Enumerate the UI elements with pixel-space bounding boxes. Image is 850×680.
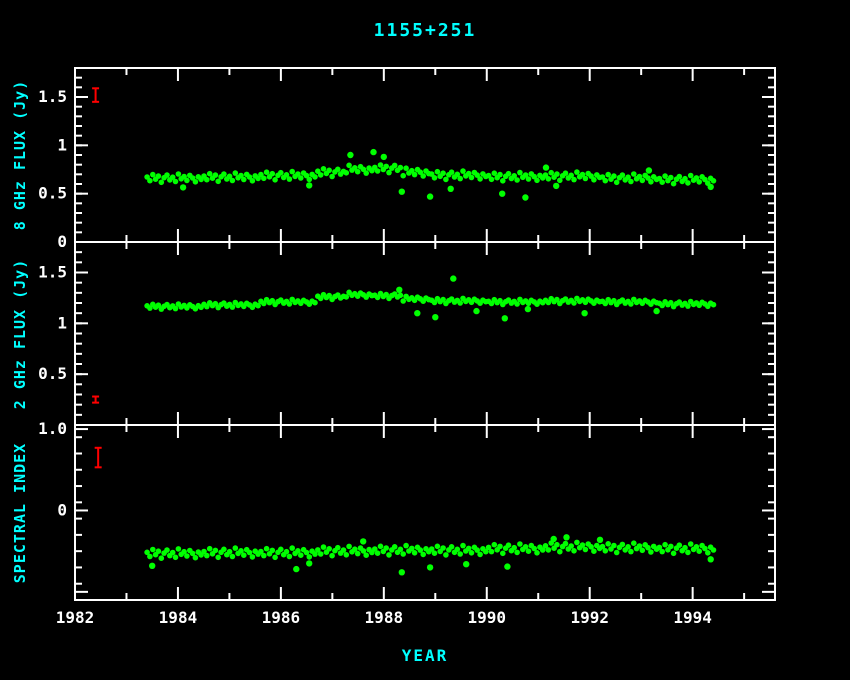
svg-text:0.5: 0.5 bbox=[38, 184, 67, 203]
light-curve-figure: 1155+251 8 GHz FLUX (Jy) 2 GHz FLUX (Jy)… bbox=[0, 0, 850, 680]
panel-2-points bbox=[144, 534, 716, 575]
svg-text:1.0: 1.0 bbox=[38, 419, 67, 438]
panel-0-error-bar bbox=[92, 88, 99, 102]
svg-text:1.5: 1.5 bbox=[38, 87, 67, 106]
svg-text:0: 0 bbox=[57, 500, 67, 519]
svg-text:1.5: 1.5 bbox=[38, 263, 67, 282]
svg-text:0: 0 bbox=[57, 232, 67, 251]
svg-text:1986: 1986 bbox=[262, 608, 301, 627]
svg-text:1992: 1992 bbox=[570, 608, 609, 627]
svg-text:0.5: 0.5 bbox=[38, 364, 67, 383]
svg-text:1988: 1988 bbox=[365, 608, 404, 627]
plot-frame bbox=[75, 68, 775, 600]
svg-text:1994: 1994 bbox=[673, 608, 712, 627]
plot-svg: 1982 1984 1986 1988 1990 1992 1994 0 0.5 1 1.5 0.5 1… bbox=[0, 0, 850, 680]
panel-1-error-bar bbox=[92, 397, 99, 403]
svg-text:1984: 1984 bbox=[159, 608, 198, 627]
svg-text:1: 1 bbox=[57, 313, 67, 332]
svg-text:1: 1 bbox=[57, 135, 67, 154]
panel-1-points bbox=[144, 275, 716, 321]
x-axis-label: YEAR bbox=[0, 646, 850, 665]
svg-text:1990: 1990 bbox=[467, 608, 506, 627]
panel-2-error-bar bbox=[95, 448, 102, 468]
panel-0-points bbox=[144, 149, 716, 201]
svg-text:1982: 1982 bbox=[56, 608, 95, 627]
